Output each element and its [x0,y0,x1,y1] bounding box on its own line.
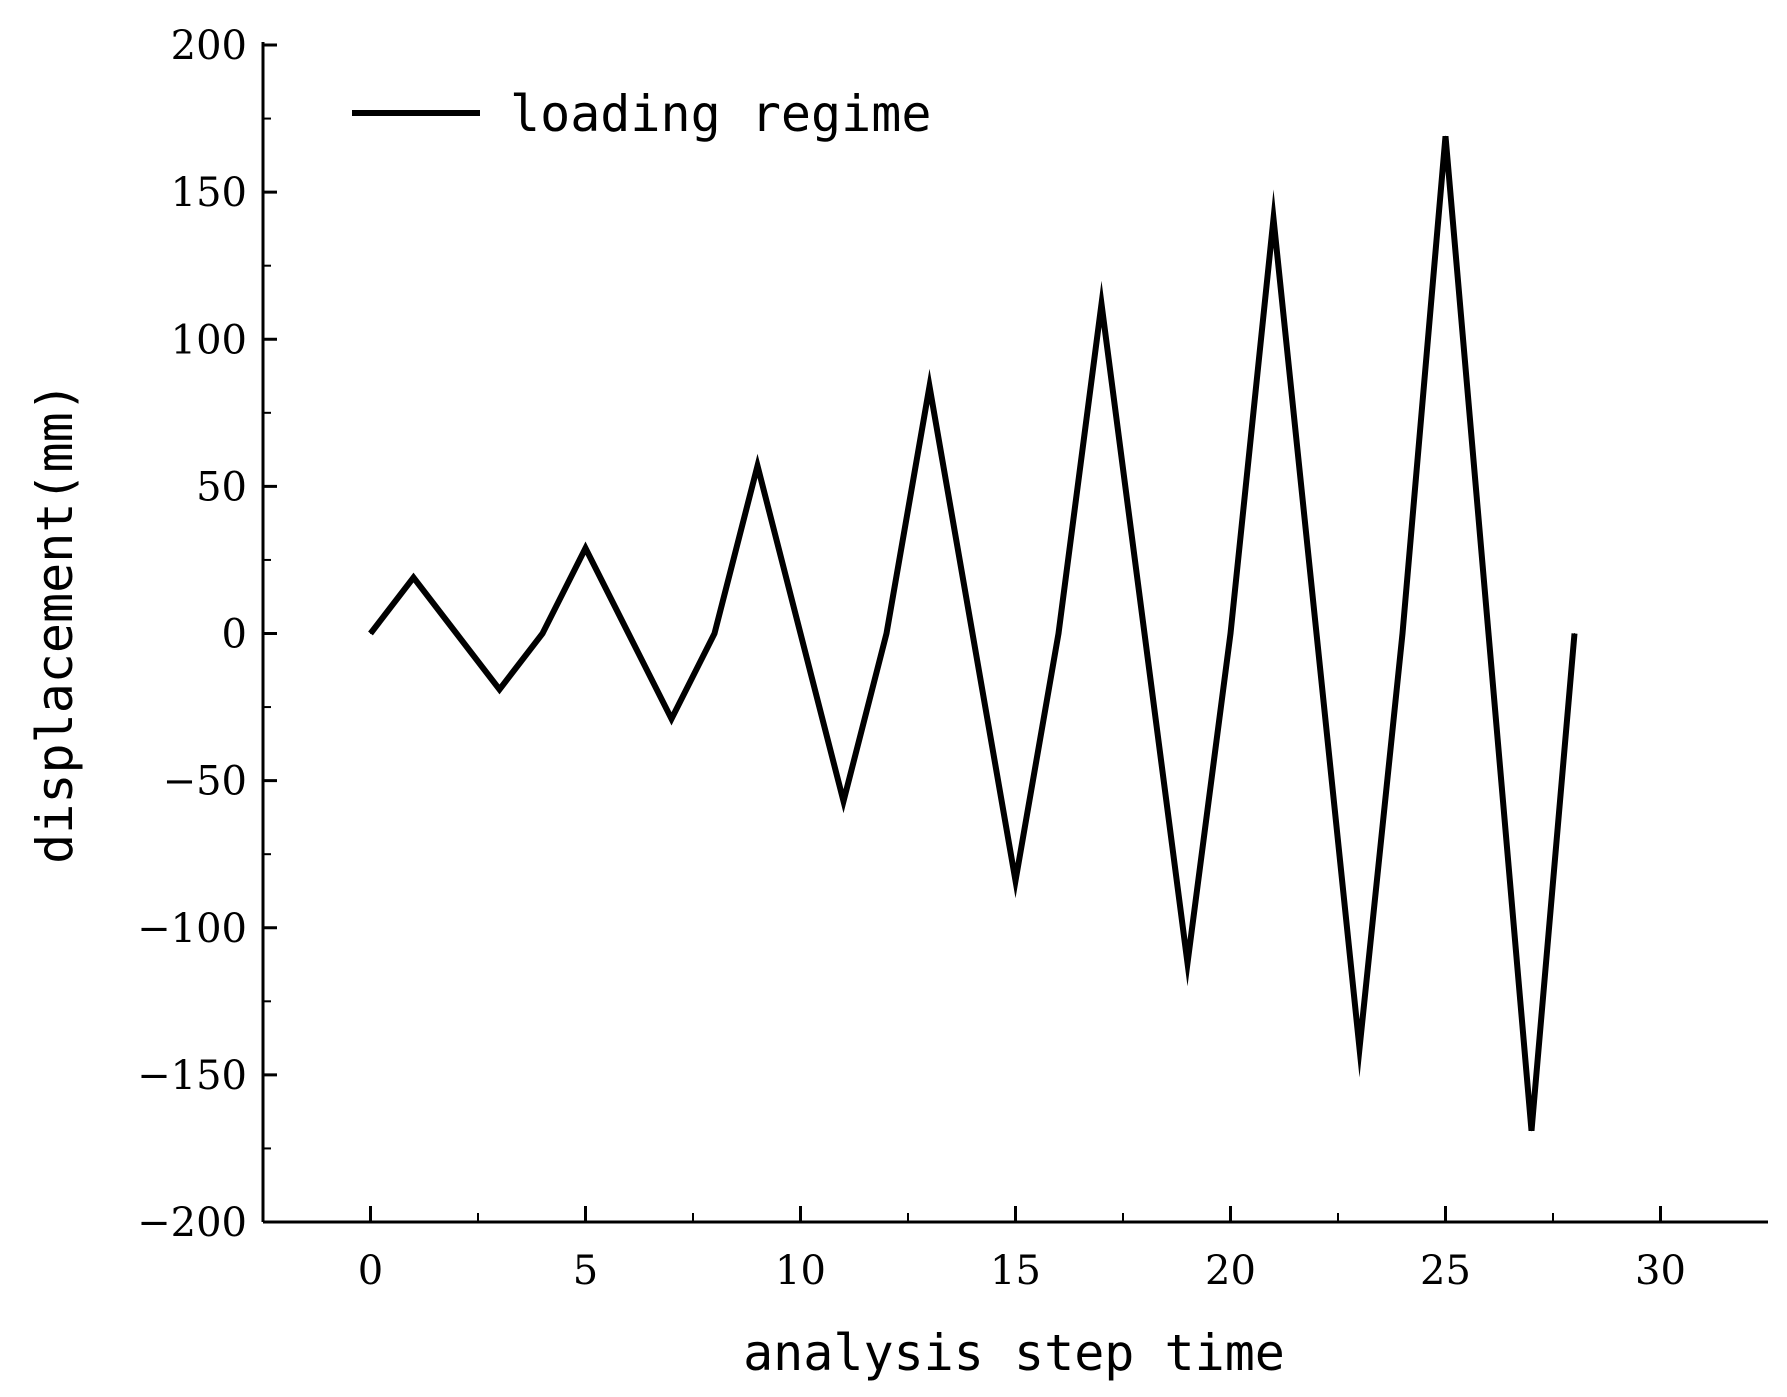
y-tick-label: 200 [171,23,247,69]
data-point [370,633,371,634]
y-tick-label: 100 [171,317,247,363]
axes: −200 −150 −100 −50 0 50 100 150 200 0 5 10 15 20 25 30 [137,23,1768,1294]
x-tick-label: 0 [358,1248,383,1294]
data-point [843,800,844,802]
data-point [1144,633,1145,634]
data-point [1445,135,1446,137]
data-point [499,688,500,690]
data-point [1187,962,1188,964]
y-tick-label: −100 [137,906,247,952]
x-tick-label: 5 [573,1248,598,1294]
data-point [585,547,586,549]
data-point [628,633,629,634]
data-point [1531,1130,1532,1132]
y-tick-label: 50 [196,464,247,510]
data-point [1101,303,1102,305]
y-tick-label: 150 [171,170,247,216]
x-tick-label: 20 [1205,1248,1256,1294]
y-axis-ticks: −200 −150 −100 −50 0 50 100 150 200 [137,23,277,1246]
x-axis-title: analysis step time [743,1324,1285,1382]
data-point [542,633,543,634]
data-point [1574,633,1575,634]
data-point [456,633,457,634]
data-point [1230,633,1231,634]
y-tick-label: −200 [137,1200,247,1246]
x-axis-ticks: 0 5 10 15 20 25 30 [358,1206,1686,1294]
data-point [413,577,414,579]
data-point [1273,218,1274,220]
x-tick-label: 10 [775,1248,826,1294]
data-point [929,385,930,387]
series-layer [368,135,1578,1132]
data-point [757,465,758,467]
data-point [1316,633,1317,634]
data-point [1015,880,1016,882]
y-tick-label: −50 [163,759,247,805]
y-tick-label: 0 [222,612,247,658]
x-tick-label: 25 [1420,1248,1471,1294]
x-tick-label: 15 [990,1248,1041,1294]
data-point [972,633,973,634]
data-point [800,633,801,634]
x-tick-label: 30 [1635,1248,1686,1294]
data-point [886,633,887,634]
data-point [1402,633,1403,634]
data-point [1488,633,1489,634]
data-point [714,633,715,634]
data-point [671,718,672,720]
y-axis-title: displacement(mm) [26,382,84,864]
legend-label: loading regime [510,85,931,143]
data-point [1359,1047,1360,1049]
legend: loading regime [352,85,931,143]
data-point [1058,633,1059,634]
y-tick-label: −150 [137,1053,247,1099]
